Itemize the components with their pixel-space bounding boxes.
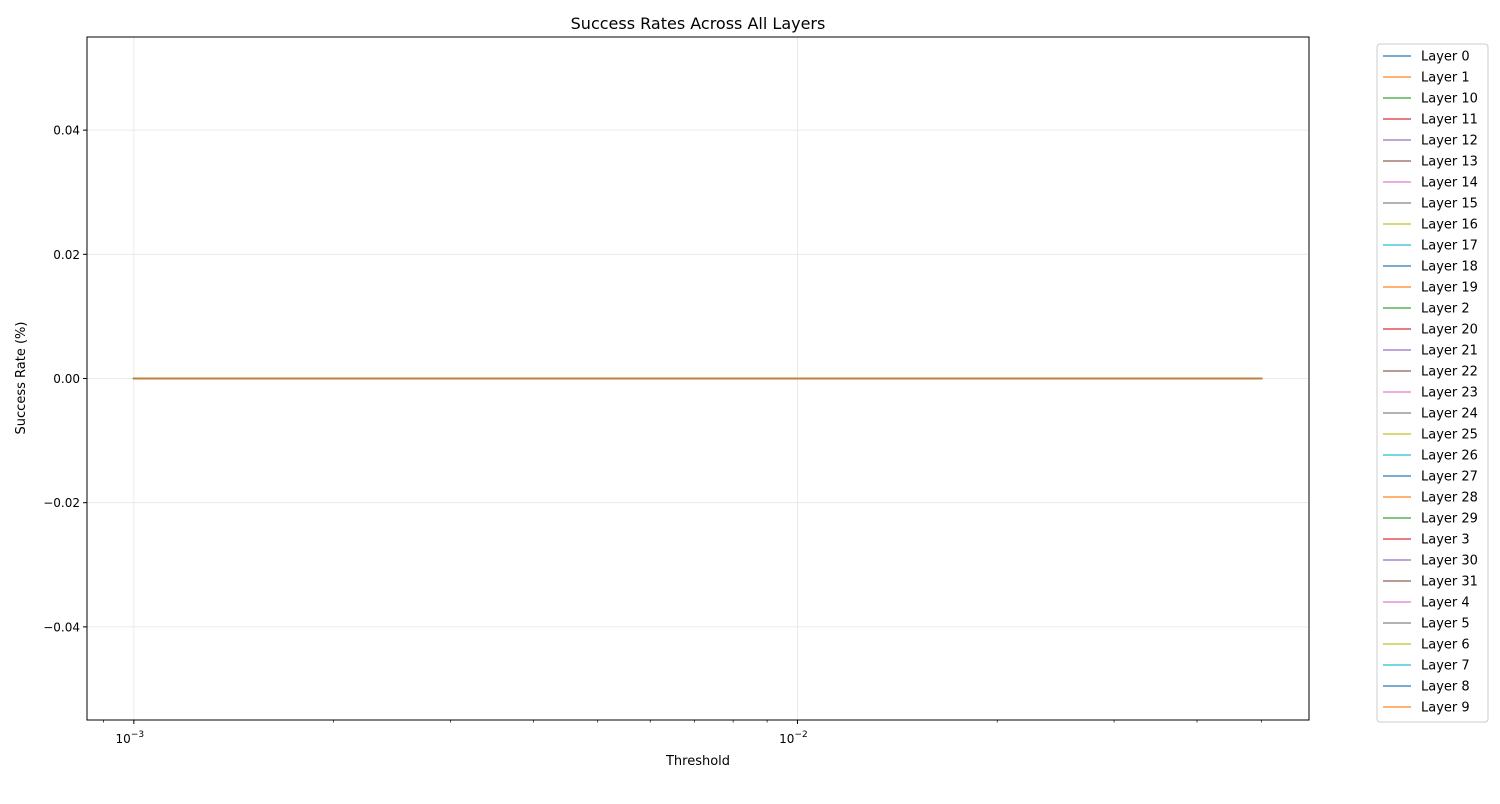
- legend-label: Layer 19: [1421, 281, 1478, 296]
- legend-label: Layer 1: [1421, 71, 1470, 86]
- legend-label: Layer 21: [1421, 344, 1478, 359]
- y-tick-label: 0.00: [53, 372, 80, 386]
- legend-label: Layer 20: [1421, 323, 1478, 338]
- legend-label: Layer 26: [1421, 449, 1478, 464]
- legend-label: Layer 29: [1421, 512, 1478, 527]
- legend-label: Layer 2: [1421, 302, 1470, 317]
- legend-label: Layer 12: [1421, 134, 1478, 149]
- legend-label: Layer 8: [1421, 680, 1470, 695]
- legend-label: Layer 3: [1421, 533, 1470, 548]
- chart-title: Success Rates Across All Layers: [571, 14, 826, 33]
- y-tick-label: −0.04: [43, 620, 80, 634]
- legend-label: Layer 9: [1421, 701, 1470, 716]
- legend-label: Layer 31: [1421, 575, 1478, 590]
- legend-label: Layer 27: [1421, 470, 1478, 485]
- legend-label: Layer 24: [1421, 407, 1478, 422]
- legend-label: Layer 28: [1421, 491, 1478, 506]
- legend-label: Layer 15: [1421, 197, 1478, 212]
- legend-label: Layer 30: [1421, 554, 1478, 569]
- legend-label: Layer 7: [1421, 659, 1470, 674]
- legend-label: Layer 11: [1421, 113, 1478, 128]
- legend-label: Layer 6: [1421, 638, 1470, 653]
- legend-label: Layer 5: [1421, 617, 1470, 632]
- legend-label: Layer 0: [1421, 50, 1470, 65]
- y-tick-label: 0.02: [53, 248, 80, 262]
- legend-label: Layer 14: [1421, 176, 1478, 191]
- legend-label: Layer 4: [1421, 596, 1470, 611]
- legend-label: Layer 13: [1421, 155, 1478, 170]
- legend-label: Layer 25: [1421, 428, 1478, 443]
- legend-label: Layer 18: [1421, 260, 1478, 275]
- x-tick-label: 10−2: [779, 730, 808, 746]
- legend-label: Layer 22: [1421, 365, 1478, 380]
- x-tick-label: 10−3: [116, 730, 145, 746]
- y-tick-label: 0.04: [53, 124, 80, 138]
- axis-ticks: −0.04 −0.02 0.00 0.02 0.04 10−3 10−2: [43, 124, 1262, 746]
- legend-label: Layer 23: [1421, 386, 1478, 401]
- x-axis-label: Threshold: [665, 754, 730, 769]
- legend-label: Layer 16: [1421, 218, 1478, 233]
- legend-box: [1376, 43, 1489, 723]
- legend-label: Layer 17: [1421, 239, 1478, 254]
- y-tick-label: −0.02: [43, 496, 80, 510]
- legend-label: Layer 10: [1421, 92, 1478, 107]
- y-axis-label: Success Rate (%): [14, 322, 29, 435]
- legend: Layer 0 Layer 1 Layer 10 Layer 11 Layer 12 La…: [1376, 43, 1489, 723]
